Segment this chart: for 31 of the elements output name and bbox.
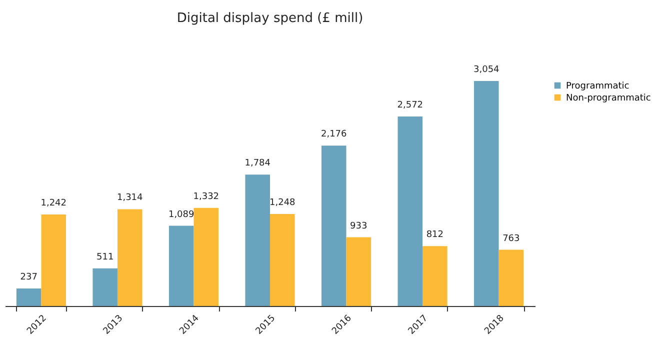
bar (346, 237, 372, 306)
bar (270, 214, 295, 306)
data-label: 237 (20, 272, 38, 283)
data-label: 1,314 (116, 193, 144, 204)
bar (398, 116, 423, 306)
data-label: 1,089 (168, 210, 195, 220)
bar (168, 226, 194, 306)
data-label: 1,248 (270, 198, 296, 208)
legend-label: Programmatic (566, 82, 630, 92)
bar (194, 208, 219, 306)
bar (41, 214, 66, 306)
bar (92, 268, 118, 306)
data-label: 511 (96, 252, 114, 262)
data-label: 2,176 (320, 130, 348, 140)
data-label: 812 (426, 230, 444, 240)
chart-title: Digital display spend (£ mill) (176, 11, 364, 26)
legend-label: Non-programmatic (566, 94, 651, 104)
data-label: 763 (502, 234, 520, 244)
data-label: 1,784 (244, 158, 271, 169)
bar (117, 209, 142, 306)
bar (422, 246, 448, 306)
data-label: 3,054 (474, 65, 500, 75)
bar (245, 174, 270, 306)
data-label: 1,242 (40, 198, 66, 208)
data-label: 1,332 (193, 192, 220, 202)
bar (498, 250, 524, 306)
bar (474, 81, 499, 306)
data-label: 933 (350, 221, 368, 232)
data-label: 2,572 (397, 100, 424, 111)
bar (16, 288, 42, 306)
bar (321, 146, 346, 306)
